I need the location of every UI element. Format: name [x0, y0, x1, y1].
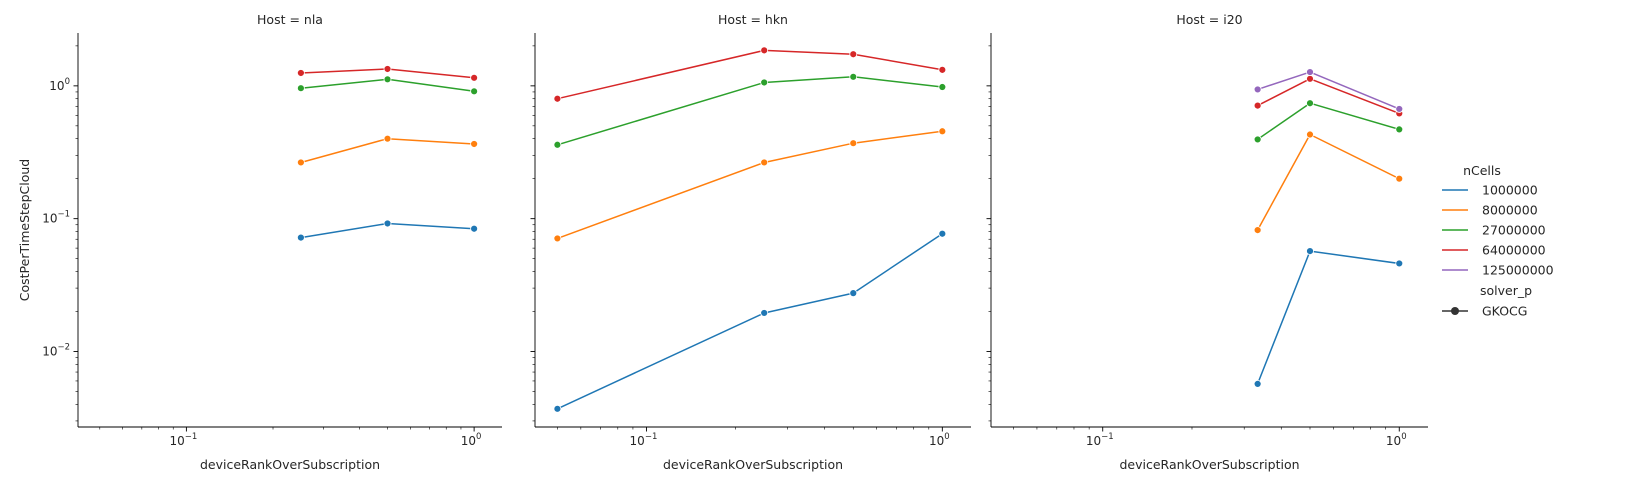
- series-line-1000000: [557, 233, 943, 410]
- legend-style-label: GKOCG: [1482, 304, 1527, 319]
- y-tick-exponent: 0: [65, 77, 70, 87]
- data-point-1000000: [849, 289, 858, 298]
- x-tick-exponent: −1: [185, 432, 198, 442]
- y-tick-label: 100: [49, 77, 70, 93]
- x-axis-label: deviceRankOverSubscription: [663, 457, 843, 472]
- data-point-8000000: [470, 140, 479, 148]
- legend-label: 125000000: [1482, 263, 1554, 278]
- data-point-27000000: [383, 75, 392, 84]
- data-point-64000000: [938, 65, 947, 74]
- x-tick-base: 10: [461, 434, 476, 448]
- series-line-27000000: [1257, 102, 1400, 141]
- x-tick-label: 10−1: [630, 432, 658, 448]
- data-point-64000000: [1306, 74, 1314, 83]
- x-tick-label: 10−1: [169, 432, 197, 448]
- data-point-1000000: [1306, 247, 1314, 255]
- y-tick-exponent: −1: [57, 210, 70, 220]
- x-tick-label: 100: [461, 432, 482, 448]
- y-tick-label: 10−2: [42, 342, 70, 358]
- data-point-64000000: [760, 46, 769, 55]
- data-point-27000000: [553, 140, 562, 149]
- data-point-27000000: [1253, 135, 1262, 144]
- data-point-27000000: [1395, 125, 1404, 134]
- x-tick-base: 10: [929, 434, 944, 448]
- data-point-8000000: [938, 127, 947, 136]
- y-tick-label: 10−1: [42, 210, 70, 226]
- data-point-1000000: [296, 233, 305, 242]
- facet-title: Host = hkn: [718, 12, 788, 27]
- data-point-27000000: [296, 84, 305, 93]
- data-point-8000000: [383, 134, 392, 143]
- x-axis-label: deviceRankOverSubscription: [1119, 457, 1299, 472]
- series-line-1000000: [1256, 250, 1400, 385]
- data-point-1000000: [383, 219, 392, 228]
- data-point-1000000: [470, 224, 479, 233]
- x-tick-exponent: −1: [645, 432, 658, 442]
- y-axis-label: CostPerTimeStepCloud: [17, 159, 32, 301]
- x-tick-label: 100: [929, 432, 950, 448]
- data-point-27000000: [470, 87, 479, 96]
- legend-label: 64000000: [1482, 243, 1546, 258]
- legend-label: 1000000: [1482, 183, 1538, 198]
- data-point-125000000: [1253, 85, 1262, 94]
- y-tick-base: 10: [42, 344, 57, 358]
- series-line-64000000: [557, 49, 943, 100]
- data-point-64000000: [383, 65, 392, 73]
- data-point-27000000: [849, 72, 858, 81]
- data-point-64000000: [553, 94, 562, 103]
- y-tick-base: 10: [42, 212, 57, 226]
- data-point-8000000: [849, 139, 858, 148]
- y-tick-exponent: −2: [57, 342, 70, 352]
- data-point-27000000: [1306, 99, 1314, 108]
- data-point-8000000: [553, 234, 562, 243]
- x-axis-label: deviceRankOverSubscription: [200, 457, 380, 472]
- series-line-125000000: [1257, 71, 1400, 110]
- data-point-125000000: [1306, 68, 1314, 76]
- data-point-27000000: [938, 83, 947, 91]
- x-tick-exponent: −1: [1101, 432, 1114, 442]
- data-point-1000000: [938, 229, 947, 238]
- x-tick-base: 10: [630, 434, 645, 448]
- data-point-64000000: [296, 69, 305, 77]
- series-line-8000000: [1256, 133, 1400, 231]
- data-point-8000000: [1306, 130, 1314, 139]
- data-point-1000000: [1253, 380, 1262, 388]
- data-point-1000000: [553, 404, 562, 413]
- y-tick-base: 10: [49, 79, 64, 93]
- data-point-64000000: [1253, 101, 1262, 110]
- data-point-1000000: [1395, 259, 1404, 268]
- data-point-8000000: [1253, 226, 1262, 235]
- x-tick-base: 10: [1386, 434, 1401, 448]
- data-point-8000000: [1395, 174, 1404, 183]
- x-tick-base: 10: [1086, 434, 1101, 448]
- data-point-125000000: [1395, 105, 1404, 113]
- series-line-27000000: [557, 76, 943, 146]
- data-point-1000000: [760, 309, 769, 317]
- x-tick-exponent: 0: [944, 432, 949, 442]
- legend-title-ncells: nCells: [1463, 163, 1501, 178]
- data-point-64000000: [849, 50, 858, 59]
- facet-title: Host = i20: [1176, 12, 1242, 27]
- x-tick-label: 10−1: [1086, 432, 1114, 448]
- data-point-8000000: [296, 158, 305, 167]
- x-tick-exponent: 0: [1401, 432, 1406, 442]
- facet-title: Host = nla: [257, 12, 323, 27]
- legend-label: 27000000: [1482, 223, 1546, 238]
- legend-title-solver: solver_p: [1480, 283, 1532, 298]
- legend-style-marker: [1451, 307, 1459, 315]
- data-point-8000000: [760, 158, 769, 167]
- data-point-64000000: [470, 73, 479, 82]
- x-tick-label: 100: [1386, 432, 1407, 448]
- series-line-8000000: [557, 130, 943, 240]
- legend: nCells 1000000 8000000 27000000 64000000 1250…: [1442, 163, 1554, 319]
- x-tick-base: 10: [169, 434, 184, 448]
- x-tick-exponent: 0: [476, 432, 481, 442]
- data-point-27000000: [760, 78, 769, 87]
- legend-label: 8000000: [1482, 203, 1538, 218]
